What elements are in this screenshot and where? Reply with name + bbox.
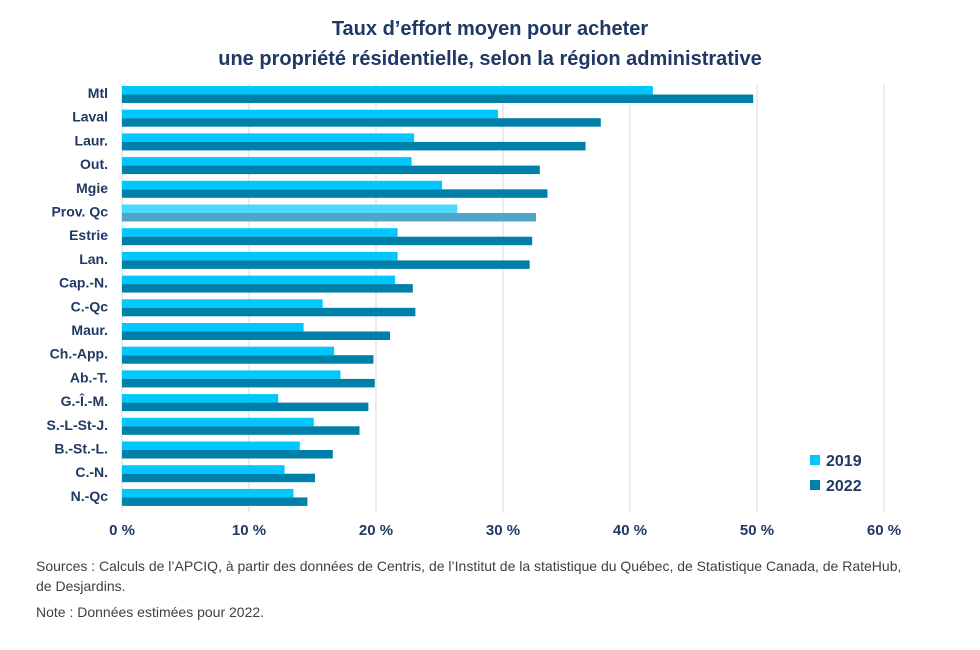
bar-2019	[122, 299, 323, 308]
bar-2022	[122, 473, 316, 483]
bar-2022	[122, 497, 308, 506]
bar-2022	[122, 426, 360, 435]
bar-2019	[122, 157, 412, 166]
bar-2019	[122, 394, 279, 403]
legend-swatch-2022	[810, 480, 820, 490]
bar-2019	[122, 180, 443, 190]
bar-2019	[122, 275, 396, 285]
category-label: Estrie	[69, 227, 108, 243]
category-label: Mtl	[88, 85, 108, 101]
bar-2022	[122, 189, 548, 198]
bar-2019	[122, 441, 300, 450]
x-tick-label: 30 %	[486, 522, 520, 539]
bar-2019	[122, 488, 294, 498]
category-label: Lan.	[79, 251, 108, 267]
x-tick-label: 40 %	[613, 522, 647, 539]
bar-2019	[122, 323, 304, 332]
x-tick-label: 50 %	[740, 522, 774, 539]
category-label: Ab.-T.	[70, 369, 108, 385]
category-label: C.-N.	[75, 464, 108, 480]
category-label: Laval	[72, 109, 108, 125]
bar-2022	[122, 94, 754, 103]
bar-2022	[122, 331, 390, 340]
category-label: Maur.	[71, 322, 108, 338]
bar-2019	[122, 417, 314, 427]
x-tick-label: 0 %	[109, 522, 135, 539]
legend-label-2022: 2022	[826, 478, 862, 495]
bar-2022	[122, 284, 413, 293]
bar-2019	[122, 228, 398, 237]
category-label: Out.	[80, 156, 108, 172]
note-text: Note : Données estimées pour 2022.	[36, 604, 265, 620]
bar-2022	[122, 118, 601, 127]
bar-2022	[122, 213, 537, 222]
bar-2022	[122, 402, 369, 412]
bar-2022	[122, 355, 374, 364]
bar-2019	[122, 370, 341, 379]
category-label: G.-Î.-M.	[61, 392, 108, 409]
x-tick-label: 10 %	[232, 522, 266, 539]
bar-2022	[122, 260, 530, 269]
x-tick-label: 60 %	[867, 522, 901, 539]
bar-2019	[122, 133, 415, 142]
category-label: Cap.-N.	[59, 275, 108, 291]
category-label: Prov. Qc	[51, 204, 108, 220]
bar-2019	[122, 204, 458, 213]
bar-2022	[122, 165, 540, 175]
x-tick-label: 20 %	[359, 522, 393, 539]
bar-2022	[122, 450, 333, 459]
bar-2022	[122, 378, 375, 388]
sources-text: Sources : Calculs de l’APCIQ, à partir d…	[36, 558, 902, 594]
bar-chart: 0 % 10 % 20 % 30 % 40 % 50 % 60 % Mtl Laval Laur.…	[47, 84, 901, 539]
category-label: C.-Qc	[71, 298, 109, 314]
bar-2019	[122, 109, 498, 119]
bar-2019	[122, 465, 285, 474]
category-label: Ch.-App.	[50, 346, 108, 362]
category-label: Mgie	[76, 180, 108, 196]
bar-2019	[122, 251, 398, 261]
category-label: Laur.	[75, 132, 108, 148]
bar-2022	[122, 307, 416, 317]
category-label: B.-St.-L.	[54, 441, 108, 457]
legend-label-2019: 2019	[826, 453, 862, 470]
category-label: N.-Qc	[71, 488, 109, 504]
bar-2019	[122, 346, 335, 356]
chart-title-line2: une propriété résidentielle, selon la ré…	[218, 48, 762, 70]
bar-2022	[122, 141, 586, 151]
chart-title-line1: Taux d’effort moyen pour acheter	[331, 18, 649, 40]
bar-2022	[122, 236, 533, 246]
bar-2019	[122, 86, 653, 95]
legend-swatch-2019	[810, 455, 820, 465]
category-label: S.-L-St-J.	[47, 417, 108, 433]
